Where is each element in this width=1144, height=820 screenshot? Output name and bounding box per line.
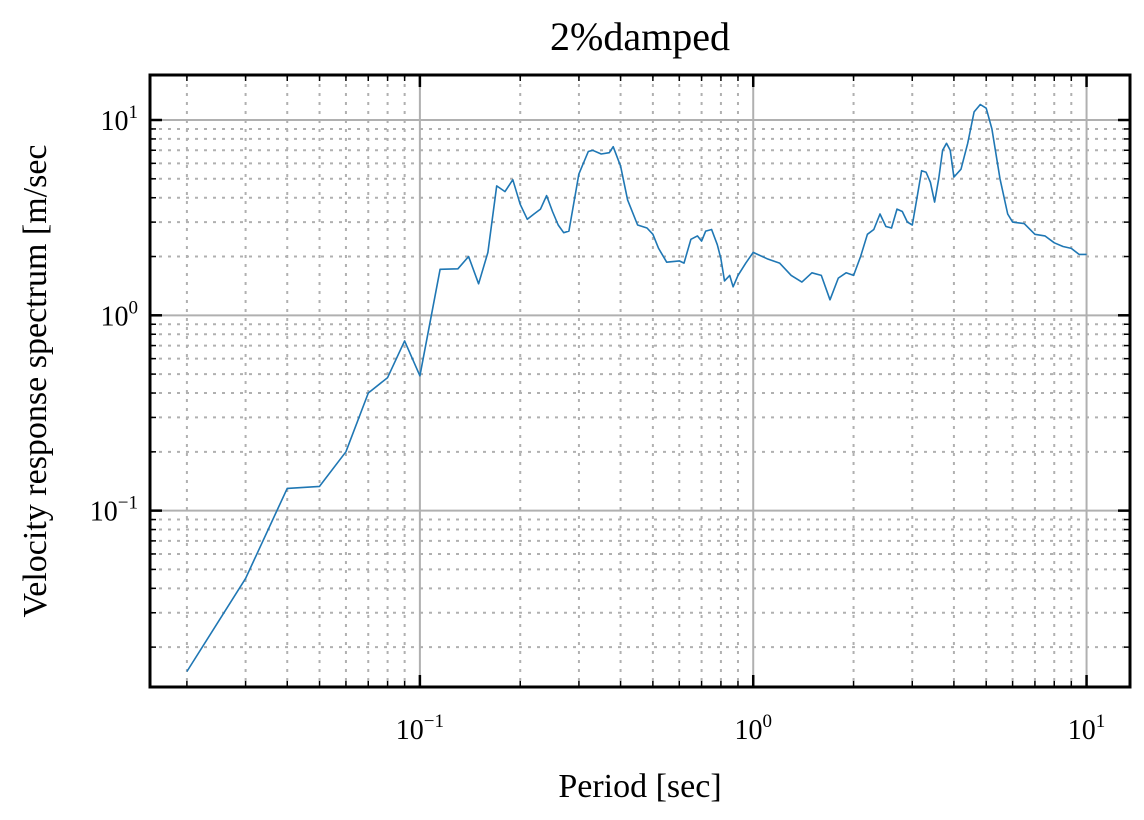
tick-labels: 10−1 100 101 10−1 100 101 <box>90 102 1106 746</box>
x-tick-label: 10−1 <box>396 711 444 746</box>
chart-title: 2%damped <box>550 14 730 59</box>
plot-frame <box>148 73 1132 689</box>
series-line <box>186 103 1087 672</box>
plot-area <box>186 103 1087 672</box>
x-tick-label: 101 <box>1068 711 1106 746</box>
grid <box>150 75 1130 687</box>
x-axis-label: Period [sec] <box>558 768 721 805</box>
tick-marks <box>150 75 1130 687</box>
y-axis-label: Velocity response spectrum [m/sec <box>17 144 54 617</box>
y-tick-label: 100 <box>101 297 139 332</box>
y-tick-label: 101 <box>101 102 139 137</box>
y-tick-label: 10−1 <box>90 493 138 528</box>
x-tick-label: 100 <box>734 711 772 746</box>
